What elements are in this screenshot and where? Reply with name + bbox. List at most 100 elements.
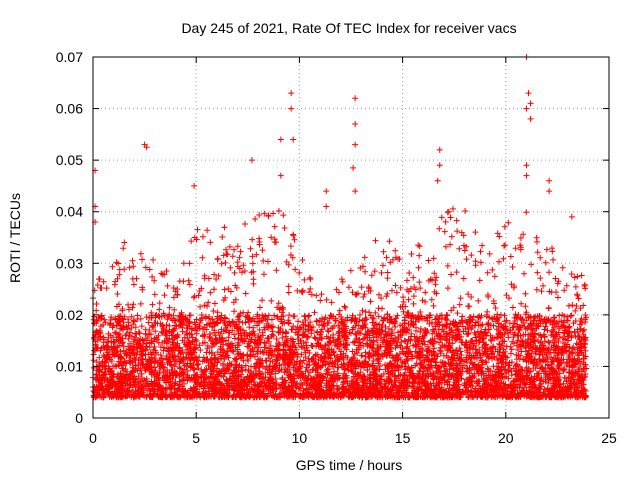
data-point <box>304 334 311 341</box>
data-point <box>534 269 541 276</box>
data-point <box>325 361 332 368</box>
data-point <box>428 296 435 303</box>
data-point <box>472 229 479 236</box>
data-point <box>404 277 411 284</box>
data-point <box>556 333 563 340</box>
data-point <box>98 284 105 291</box>
data-point <box>425 257 432 264</box>
data-point <box>327 312 334 319</box>
data-point <box>460 242 467 249</box>
data-point <box>384 275 391 282</box>
data-point <box>231 308 238 315</box>
data-point <box>475 297 482 304</box>
data-point <box>270 210 277 217</box>
data-point <box>174 340 181 347</box>
data-point <box>336 289 343 296</box>
data-point <box>241 267 248 274</box>
data-point <box>291 236 298 243</box>
data-point <box>569 350 576 357</box>
data-point <box>444 285 451 292</box>
data-point <box>484 365 491 372</box>
data-point <box>545 338 552 345</box>
data-point <box>139 256 146 263</box>
data-point <box>150 338 157 345</box>
data-point <box>323 367 330 374</box>
data-point <box>138 323 145 330</box>
data-point <box>196 325 203 332</box>
data-point <box>567 312 574 319</box>
data-point <box>237 248 244 255</box>
data-point <box>570 320 577 327</box>
data-point <box>581 344 588 351</box>
data-point <box>299 319 306 326</box>
data-point <box>566 344 573 351</box>
data-point <box>341 303 348 310</box>
data-point <box>293 384 300 391</box>
data-point <box>342 304 349 311</box>
data-point <box>575 352 582 359</box>
data-point <box>537 275 544 282</box>
data-point <box>268 352 275 359</box>
data-point <box>211 300 218 307</box>
data-point <box>221 356 228 363</box>
data-point <box>359 336 366 343</box>
data-point <box>468 294 475 301</box>
data-point <box>518 300 525 307</box>
data-point <box>387 259 394 266</box>
data-point <box>505 295 512 302</box>
data-point <box>435 339 442 346</box>
data-point <box>130 301 137 308</box>
data-point <box>200 326 207 333</box>
data-point <box>149 301 156 308</box>
data-point <box>275 300 282 307</box>
data-point <box>507 253 514 260</box>
data-point <box>256 304 263 311</box>
data-point <box>444 262 451 269</box>
data-point <box>280 212 287 219</box>
data-points <box>90 54 590 401</box>
data-point <box>211 271 218 278</box>
data-point <box>186 281 193 288</box>
data-point <box>528 261 535 268</box>
data-point <box>565 337 572 344</box>
data-point <box>496 233 503 240</box>
data-point <box>101 316 108 323</box>
data-point <box>245 343 252 350</box>
data-point <box>197 303 204 310</box>
data-point <box>96 354 103 361</box>
data-point <box>507 350 514 357</box>
data-point <box>227 288 234 295</box>
data-point <box>405 296 412 303</box>
data-point <box>111 329 118 336</box>
data-point <box>260 271 267 278</box>
data-point <box>578 272 585 279</box>
data-point <box>325 328 332 335</box>
data-point <box>454 310 461 317</box>
data-point <box>500 255 507 262</box>
data-point <box>537 254 544 261</box>
data-point <box>503 292 510 299</box>
data-point <box>289 382 296 389</box>
data-point <box>290 232 297 239</box>
data-point <box>306 289 313 296</box>
data-point <box>528 374 535 381</box>
data-point <box>454 350 461 357</box>
data-point <box>131 318 138 325</box>
data-point <box>454 228 461 235</box>
data-point <box>388 287 395 294</box>
data-point <box>231 269 238 276</box>
data-point <box>563 282 570 289</box>
data-point <box>259 247 266 254</box>
data-point <box>431 270 438 277</box>
data-point <box>271 312 278 319</box>
data-point <box>158 270 165 277</box>
data-point <box>549 321 556 328</box>
data-point <box>357 265 364 272</box>
data-point <box>575 341 582 348</box>
data-point <box>410 274 417 281</box>
data-point <box>479 242 486 249</box>
data-point <box>218 260 225 267</box>
data-point <box>123 330 130 337</box>
data-point <box>209 316 216 323</box>
